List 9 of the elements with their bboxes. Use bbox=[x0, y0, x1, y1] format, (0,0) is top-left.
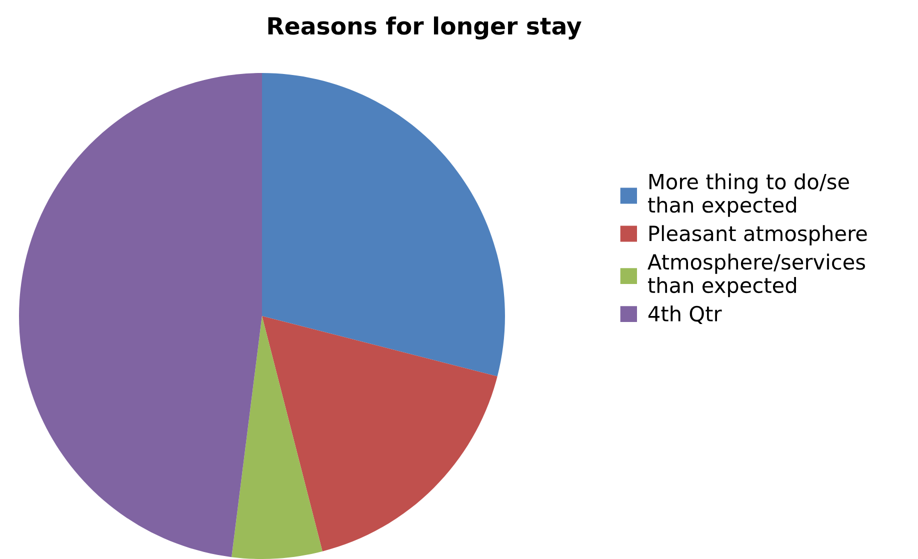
pie-slice bbox=[19, 73, 262, 558]
pie-slice bbox=[232, 316, 322, 559]
legend-label: Atmosphere/services than expected bbox=[648, 254, 866, 298]
legend-label: More thing to do/se than expected bbox=[648, 173, 849, 217]
legend-label: 4th Qtr bbox=[648, 305, 722, 324]
pie-slice bbox=[262, 316, 498, 552]
pie-slice bbox=[262, 73, 505, 376]
chart-title: Reasons for longer stay bbox=[268, 16, 582, 40]
legend-label: Pleasant atmosphere bbox=[649, 225, 867, 246]
